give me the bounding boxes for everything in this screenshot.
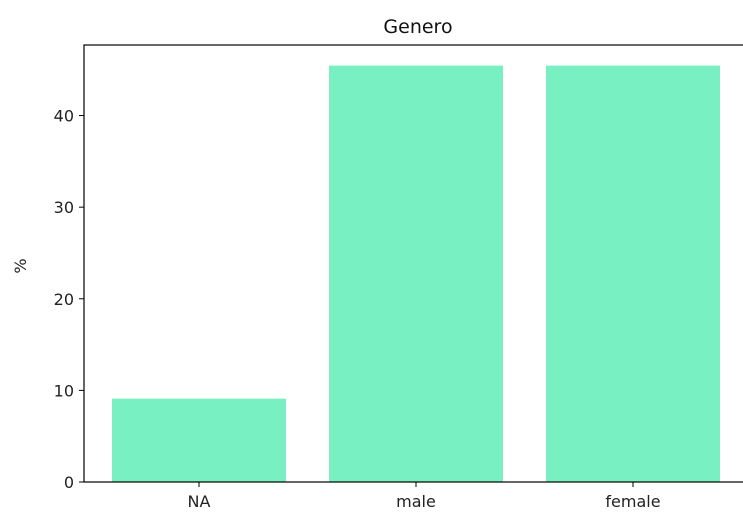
plot-frame (83, 44, 743, 483)
y-tick-label: 30 (54, 198, 74, 217)
y-tick-label: 20 (54, 290, 74, 309)
chart-title: Genero (383, 16, 452, 38)
bar-na (112, 398, 286, 482)
x-tick-label: male (396, 492, 436, 511)
x-axis-ticks: NA male female (188, 482, 661, 511)
x-tick-label: NA (188, 492, 211, 511)
y-tick-label: 10 (54, 381, 74, 400)
bars-group (112, 65, 720, 482)
y-tick-label: 40 (54, 107, 74, 126)
y-tick-label: 0 (64, 473, 74, 492)
bar-female (546, 65, 720, 482)
bar-male (329, 65, 503, 482)
y-axis-ticks: 0 10 20 30 40 (54, 107, 84, 492)
x-tick-label: female (605, 492, 660, 511)
y-axis-label: % (11, 258, 30, 273)
